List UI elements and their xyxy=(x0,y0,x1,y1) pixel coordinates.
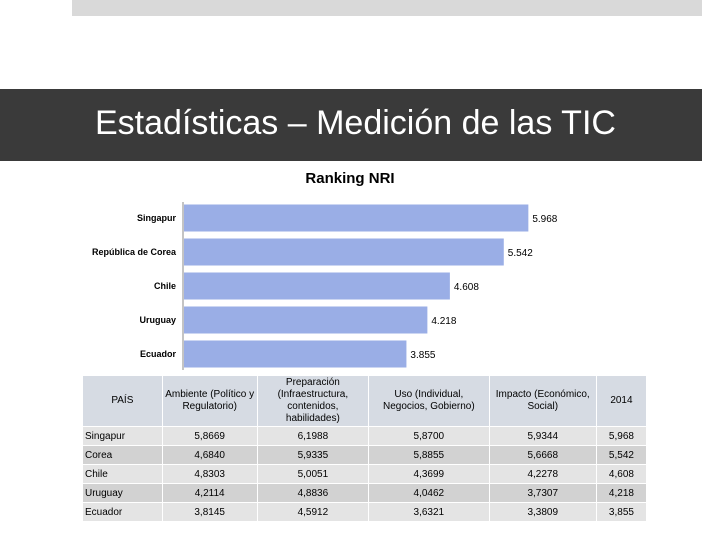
column-header: Impacto (Económico, Social) xyxy=(489,376,597,427)
table-cell: 3,7307 xyxy=(489,483,597,503)
table-cell: 5,9344 xyxy=(489,426,597,446)
table-header-row: PAÍS Ambiente (Político y Regulatorio) P… xyxy=(83,376,648,427)
category-label: Chile xyxy=(154,281,176,291)
bar xyxy=(184,340,407,368)
table-cell: 4,2114 xyxy=(162,483,258,503)
table-cell: 6,1988 xyxy=(257,426,370,446)
data-label: 5.968 xyxy=(532,214,557,225)
table-cell: 5,8855 xyxy=(368,445,490,465)
slide-title: Estadísticas – Medición de las TIC xyxy=(95,104,616,142)
table-cell: 5,0051 xyxy=(257,464,370,484)
column-header: Ambiente (Político y Regulatorio) xyxy=(162,376,258,427)
category-label: Uruguay xyxy=(139,315,176,325)
table-row: Ecuador 3,8145 4,5912 3,6321 3,3809 3,85… xyxy=(83,502,648,522)
column-header: PAÍS xyxy=(83,376,163,427)
bar xyxy=(184,272,450,300)
table-cell: 4,8836 xyxy=(257,483,370,503)
bar xyxy=(184,306,428,334)
data-label: 5.542 xyxy=(508,248,533,259)
category-label: República de Corea xyxy=(92,247,177,257)
category-label: Singapur xyxy=(137,213,176,223)
data-label: 4.608 xyxy=(454,282,479,293)
table-cell: 5,9335 xyxy=(257,445,370,465)
table-cell: 4,608 xyxy=(596,464,648,484)
table-cell: 3,855 xyxy=(596,502,648,522)
table-cell: 4,5912 xyxy=(257,502,370,522)
table-cell: 4,218 xyxy=(596,483,648,503)
table-cell: 5,6668 xyxy=(489,445,597,465)
table-cell: 5,8700 xyxy=(368,426,490,446)
table-cell: Ecuador xyxy=(83,502,163,522)
data-table: PAÍS Ambiente (Político y Regulatorio) P… xyxy=(83,376,648,522)
table-row: Singapur 5,8669 6,1988 5,8700 5,9344 5,9… xyxy=(83,426,648,446)
table-cell: 3,6321 xyxy=(368,502,490,522)
table-cell: 4,2278 xyxy=(489,464,597,484)
table-cell: Chile xyxy=(83,464,163,484)
table-cell: 3,8145 xyxy=(162,502,258,522)
table-row: Uruguay 4,2114 4,8836 4,0462 3,7307 4,21… xyxy=(83,483,648,503)
table-cell: Singapur xyxy=(83,426,163,446)
table-cell: 5,8669 xyxy=(162,426,258,446)
title-bar xyxy=(0,89,702,161)
table-cell: 4,8303 xyxy=(162,464,258,484)
column-header: Uso (Individual, Negocios, Gobierno) xyxy=(368,376,490,427)
bar-chart: Singapur 5.968 República de Corea 5.542 Chil… xyxy=(92,202,558,370)
column-header: 2014 xyxy=(596,376,648,427)
chart-title: Ranking NRI xyxy=(305,170,395,187)
table-cell: Uruguay xyxy=(83,483,163,503)
top-decoration-strip xyxy=(72,0,702,16)
table-row: Chile 4,8303 5,0051 4,3699 4,2278 4,608 xyxy=(83,464,648,484)
table-cell: 5,542 xyxy=(596,445,648,465)
bar xyxy=(184,204,529,232)
bar xyxy=(184,238,504,266)
column-header: Preparación (Infraestructura, contenidos… xyxy=(257,376,370,427)
table-cell: Corea xyxy=(83,445,163,465)
data-label: 3.855 xyxy=(410,350,435,361)
table-cell: 4,6840 xyxy=(162,445,258,465)
data-label: 4.218 xyxy=(431,316,456,327)
table-cell: 5,968 xyxy=(596,426,648,446)
table-cell: 4,3699 xyxy=(368,464,490,484)
table-row: Corea 4,6840 5,9335 5,8855 5,6668 5,542 xyxy=(83,445,648,465)
table-cell: 4,0462 xyxy=(368,483,490,503)
category-label: Ecuador xyxy=(140,349,177,359)
table-cell: 3,3809 xyxy=(489,502,597,522)
